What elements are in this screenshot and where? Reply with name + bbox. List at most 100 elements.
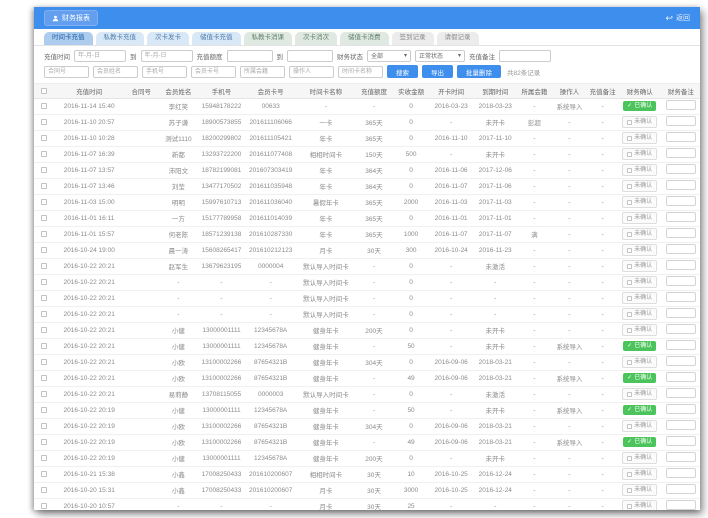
normal-status-select[interactable]: 正常状态 ▾ <box>415 49 465 62</box>
finance-note-input[interactable] <box>665 324 696 335</box>
tab-2[interactable]: 私教卡充值 <box>95 31 144 45</box>
unconfirmed-badge[interactable]: 未确认 <box>622 196 658 208</box>
unconfirmed-badge[interactable]: 未确认 <box>622 260 658 272</box>
recharge-note-input[interactable] <box>499 49 551 62</box>
finance-note-input[interactable] <box>665 452 696 463</box>
confirmed-badge[interactable]: ✓ 已确认 <box>623 101 657 111</box>
row-checkbox[interactable] <box>41 358 48 365</box>
finance-note-input[interactable] <box>665 404 696 415</box>
unconfirmed-badge[interactable]: 未确认 <box>622 276 658 288</box>
unconfirmed-badge[interactable]: 未确认 <box>622 452 658 464</box>
finance-note-input[interactable] <box>665 148 696 159</box>
unconfirmed-badge[interactable]: 未确认 <box>622 388 658 400</box>
finance-note-input[interactable] <box>665 228 696 239</box>
finance-note-input[interactable] <box>665 132 696 143</box>
filter-input[interactable] <box>289 65 334 78</box>
row-checkbox[interactable] <box>41 134 48 141</box>
unconfirmed-badge[interactable]: 未确认 <box>622 468 658 480</box>
finance-note-input[interactable] <box>665 420 696 431</box>
row-checkbox[interactable] <box>41 502 48 509</box>
quota-to-input[interactable] <box>287 49 333 62</box>
row-checkbox[interactable] <box>41 374 48 381</box>
row-checkbox[interactable] <box>41 214 48 221</box>
tab-9[interactable]: 请假记录 <box>436 31 479 45</box>
finance-note-input[interactable] <box>665 356 696 367</box>
unconfirmed-badge[interactable]: 未确认 <box>622 308 658 320</box>
row-checkbox[interactable] <box>41 198 48 205</box>
row-checkbox[interactable] <box>41 182 48 189</box>
finance-note-input[interactable] <box>665 340 696 351</box>
finance-note-input[interactable] <box>665 500 696 510</box>
finance-note-input[interactable] <box>665 244 696 255</box>
finance-note-input[interactable] <box>665 196 696 207</box>
unconfirmed-badge[interactable]: 未确认 <box>622 500 658 510</box>
unconfirmed-badge[interactable]: 未确认 <box>622 484 658 496</box>
row-checkbox[interactable] <box>41 390 48 397</box>
row-checkbox[interactable] <box>41 342 48 349</box>
filter-input[interactable] <box>240 65 285 78</box>
date-from-input[interactable] <box>74 49 126 62</box>
tab-8[interactable]: 签到记录 <box>391 31 434 45</box>
unconfirmed-badge[interactable]: 未确认 <box>622 324 658 336</box>
finance-note-input[interactable] <box>665 260 696 271</box>
filter-input[interactable] <box>191 65 236 78</box>
row-checkbox[interactable] <box>41 230 48 237</box>
row-checkbox[interactable] <box>41 294 48 301</box>
row-checkbox[interactable] <box>41 486 48 493</box>
finance-note-input[interactable] <box>665 276 696 287</box>
filter-input[interactable] <box>44 65 89 78</box>
finance-note-input[interactable] <box>665 308 696 319</box>
finance-note-input[interactable] <box>665 468 696 479</box>
row-checkbox[interactable] <box>41 310 48 317</box>
date-to-input[interactable] <box>140 49 193 62</box>
row-checkbox[interactable] <box>41 470 48 477</box>
row-checkbox[interactable] <box>41 406 48 413</box>
unconfirmed-badge[interactable]: 未确认 <box>622 356 658 368</box>
batch-delete-button[interactable]: 批量删除 <box>457 65 501 78</box>
quota-from-input[interactable] <box>226 49 273 62</box>
unconfirmed-badge[interactable]: 未确认 <box>622 244 658 256</box>
report-menu-tag[interactable]: 财务报表 <box>44 10 98 26</box>
unconfirmed-badge[interactable]: 未确认 <box>622 420 658 432</box>
filter-input[interactable] <box>338 65 383 78</box>
filter-input[interactable] <box>142 65 187 78</box>
unconfirmed-badge[interactable]: 未确认 <box>622 292 658 304</box>
tab-7[interactable]: 储值卡消费 <box>340 31 389 45</box>
finance-note-input[interactable] <box>665 436 696 447</box>
unconfirmed-badge[interactable]: 未确认 <box>622 228 658 240</box>
finance-note-input[interactable] <box>665 388 696 399</box>
row-checkbox[interactable] <box>41 246 48 253</box>
tab-1[interactable]: 时间卡充值 <box>44 31 93 45</box>
search-button[interactable]: 搜索 <box>387 65 418 78</box>
finance-note-input[interactable] <box>665 372 696 383</box>
confirmed-badge[interactable]: ✓ 已确认 <box>623 437 657 447</box>
row-checkbox[interactable] <box>41 422 48 429</box>
unconfirmed-badge[interactable]: 未确认 <box>622 180 658 192</box>
tab-3[interactable]: 次卡发卡 <box>147 31 189 45</box>
unconfirmed-badge[interactable]: 未确认 <box>622 132 658 144</box>
row-checkbox[interactable] <box>41 150 48 157</box>
export-button[interactable]: 导出 <box>422 65 453 78</box>
select-all-checkbox[interactable] <box>41 87 48 94</box>
finance-note-input[interactable] <box>665 292 696 303</box>
finance-note-input[interactable] <box>665 180 696 191</box>
filter-input[interactable] <box>93 65 138 78</box>
row-checkbox[interactable] <box>41 166 48 173</box>
tab-6[interactable]: 次卡消次 <box>295 31 337 45</box>
unconfirmed-badge[interactable]: 未确认 <box>622 148 658 160</box>
confirmed-badge[interactable]: ✓ 已确认 <box>623 373 657 383</box>
confirmed-badge[interactable]: ✓ 已确认 <box>623 405 657 415</box>
tab-4[interactable]: 储值卡充值 <box>192 31 241 45</box>
finance-status-select[interactable]: 全部 ▾ <box>367 49 411 62</box>
finance-note-input[interactable] <box>665 116 696 127</box>
row-checkbox[interactable] <box>41 438 48 445</box>
finance-note-input[interactable] <box>665 164 696 175</box>
finance-note-input[interactable] <box>665 212 696 223</box>
row-checkbox[interactable] <box>41 102 48 109</box>
unconfirmed-badge[interactable]: 未确认 <box>622 164 658 176</box>
row-checkbox[interactable] <box>41 454 48 461</box>
tab-5[interactable]: 私教卡消课 <box>243 31 292 45</box>
row-checkbox[interactable] <box>41 262 48 269</box>
row-checkbox[interactable] <box>41 118 48 125</box>
back-button[interactable]: ↩ 返回 <box>665 13 690 23</box>
